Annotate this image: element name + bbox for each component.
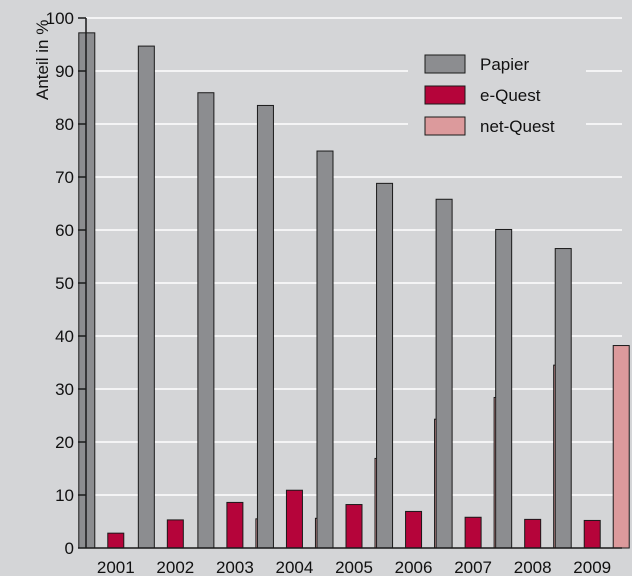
y-tick-label: 70 <box>55 168 74 187</box>
y-tick-labels: 0 10 20 30 40 50 60 70 80 90 100 <box>46 9 74 558</box>
bar-e-quest-2001 <box>107 532 125 549</box>
x-tick-label: 2007 <box>454 558 492 576</box>
y-tick-label: 50 <box>55 274 74 293</box>
y-tick-label: 60 <box>55 221 74 240</box>
y-tick-label: 80 <box>55 115 74 134</box>
y-axis-title: Anteil in % <box>33 20 52 100</box>
axes <box>78 17 622 549</box>
bar-e-quest-2002 <box>166 519 184 549</box>
legend-label-net-quest: net-Quest <box>480 117 555 136</box>
bar-e-quest-2005 <box>345 504 363 549</box>
y-tick-label: 40 <box>55 327 74 346</box>
x-tick-label: 2005 <box>335 558 373 576</box>
legend-swatch-papier <box>424 54 466 74</box>
x-tick-label: 2006 <box>395 558 433 576</box>
legend-swatch-net-quest <box>424 116 466 136</box>
legend-label-papier: Papier <box>480 55 529 74</box>
x-tick-label: 2009 <box>573 558 611 576</box>
bar-papier-2006 <box>376 182 394 549</box>
bar-papier-2009 <box>554 248 572 549</box>
x-tick-label: 2003 <box>216 558 254 576</box>
y-tick-label: 30 <box>55 380 74 399</box>
bar-net-quest-2009 <box>612 345 630 549</box>
bar-e-quest-2009 <box>583 519 601 549</box>
bar-e-quest-2006 <box>405 510 423 549</box>
x-tick-label: 2008 <box>514 558 552 576</box>
bar-e-quest-2008 <box>524 518 542 549</box>
legend-label-e-quest: e-Quest <box>480 86 541 105</box>
x-tick-label: 2001 <box>97 558 135 576</box>
legend-swatch-e-quest <box>424 85 466 105</box>
y-tick-label: 100 <box>46 9 74 28</box>
bar-papier-2008 <box>495 228 513 549</box>
bar-papier-2007 <box>435 198 453 549</box>
x-tick-label: 2004 <box>276 558 314 576</box>
x-tick-label: 2002 <box>156 558 194 576</box>
bar-papier-2001 <box>78 32 96 549</box>
legend: Papier e-Quest net-Quest <box>424 54 555 136</box>
bar-e-quest-2003 <box>226 501 244 549</box>
bar-papier-2004 <box>256 104 274 549</box>
y-tick-label: 90 <box>55 62 74 81</box>
bar-papier-2003 <box>197 92 215 549</box>
x-tick-labels: 2001 2002 2003 2004 2005 2006 2007 2008 2009 <box>97 558 611 576</box>
bar-e-quest-2007 <box>464 516 482 549</box>
y-tick-label: 20 <box>55 433 74 452</box>
bar-papier-2002 <box>137 45 155 549</box>
y-tick-label: 10 <box>55 486 74 505</box>
bar-papier-2005 <box>316 150 334 549</box>
bar-e-quest-2004 <box>285 489 303 549</box>
y-tick-label: 0 <box>65 539 74 558</box>
